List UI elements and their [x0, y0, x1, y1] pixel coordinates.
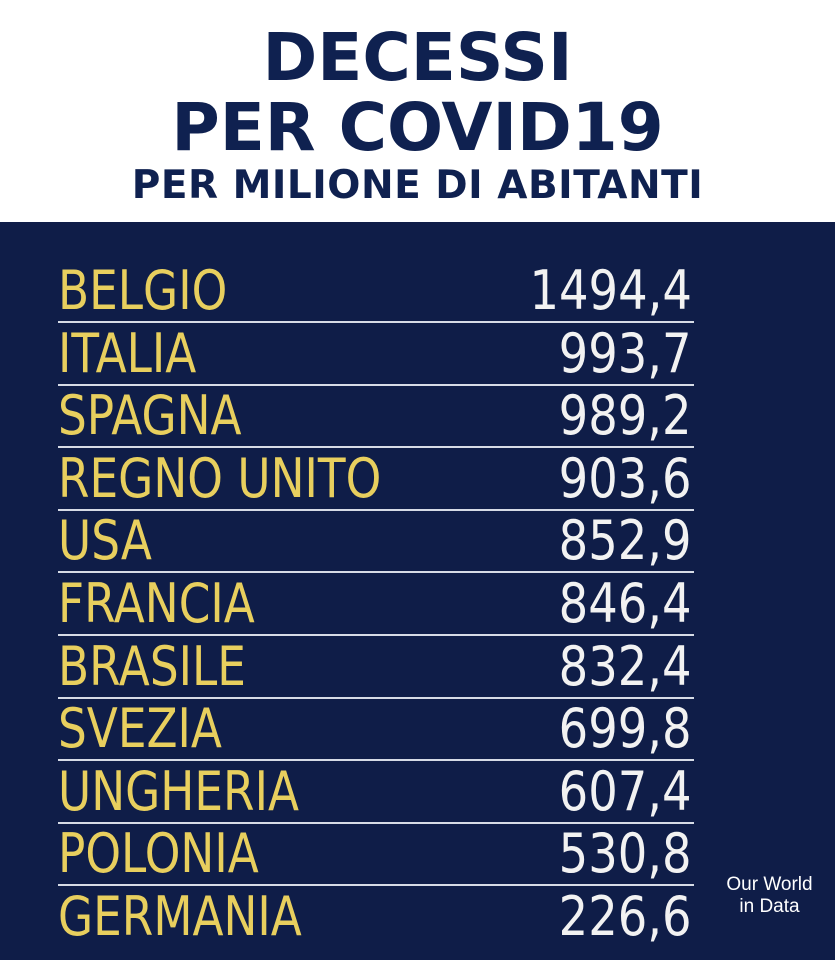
country-label: BRASILE — [58, 634, 246, 698]
subtitle: PER MILIONE DI ABITANTI — [131, 163, 704, 208]
title-line-1: DECESSI — [262, 19, 573, 96]
table-row: GERMANIA 226,6 — [58, 884, 694, 948]
table-row: BELGIO 1494,4 — [58, 258, 694, 323]
deaths-per-million-value: 852,9 — [559, 509, 692, 573]
deaths-per-million-value: 989,2 — [559, 384, 692, 448]
country-label: GERMANIA — [58, 885, 302, 948]
country-label: UNGHERIA — [58, 759, 299, 823]
table-row: SPAGNA 989,2 — [58, 383, 694, 449]
deaths-per-million-value: 903,6 — [559, 446, 692, 510]
country-label: SVEZIA — [58, 697, 222, 761]
table-row: SVEZIA 699,8 — [58, 696, 694, 762]
deaths-per-million-value: 993,7 — [559, 321, 692, 385]
data-table-panel: BELGIO 1494,4 ITALIA 993,7 SPAGNA 989,2 REGNO … — [0, 222, 835, 960]
deaths-per-million-value: 226,6 — [559, 885, 692, 948]
deaths-per-million-value: 607,4 — [559, 759, 692, 823]
table-row: FRANCIA 846,4 — [58, 571, 694, 636]
country-label: FRANCIA — [58, 572, 255, 635]
country-label: SPAGNA — [58, 384, 242, 448]
country-label: REGNO UNITO — [58, 446, 382, 510]
row-divider — [58, 634, 694, 636]
header: DECESSI PER COVID19 PER MILIONE DI ABITA… — [0, 0, 835, 222]
table-row: REGNO UNITO 903,6 — [58, 446, 694, 511]
source-credit: Our World in Data — [712, 874, 827, 918]
country-label: USA — [58, 509, 152, 573]
row-divider — [58, 446, 694, 449]
table-row: UNGHERIA 607,4 — [58, 759, 694, 824]
row-divider — [58, 508, 694, 511]
deaths-per-million-value: 530,8 — [559, 822, 692, 886]
row-divider — [58, 884, 694, 887]
country-label: POLONIA — [58, 822, 259, 886]
country-label: BELGIO — [58, 259, 228, 322]
row-divider — [58, 383, 694, 386]
deaths-per-million-value: 699,8 — [559, 697, 692, 761]
table-row: USA 852,9 — [58, 508, 694, 574]
source-line-1: Our World — [726, 874, 813, 895]
row-divider — [58, 696, 694, 699]
table-row: BRASILE 832,4 — [58, 634, 694, 699]
row-divider — [58, 321, 694, 323]
country-label: ITALIA — [58, 321, 197, 385]
table-row: POLONIA 530,8 — [58, 821, 694, 887]
source-line-2: in Data — [739, 896, 800, 917]
title-line-2: PER COVID19 — [171, 89, 664, 166]
table-row: ITALIA 993,7 — [58, 321, 694, 386]
deaths-per-million-value: 846,4 — [559, 572, 692, 635]
deaths-per-million-value: 1494,4 — [529, 259, 692, 322]
row-divider — [58, 571, 694, 574]
deaths-per-million-value: 832,4 — [559, 634, 692, 698]
row-divider — [58, 759, 694, 762]
row-divider — [58, 821, 694, 824]
